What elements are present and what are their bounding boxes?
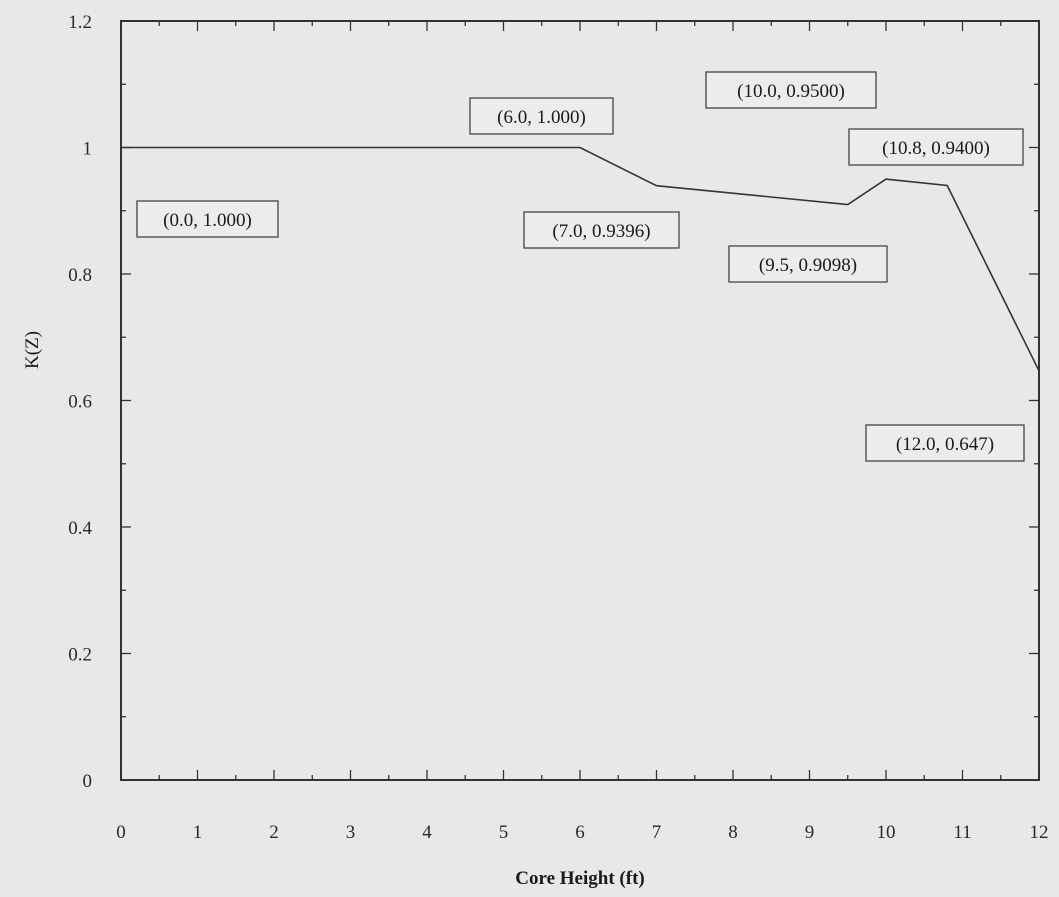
data-label-box xyxy=(705,71,877,109)
data-label: (10.8, 0.9400) xyxy=(848,128,1024,166)
series-line xyxy=(121,146,1040,372)
data-label: (0.0, 1.000) xyxy=(136,200,279,238)
x-tick-label: 3 xyxy=(346,822,356,843)
x-tick-label: 8 xyxy=(728,822,738,843)
data-label: (9.5, 0.9098) xyxy=(728,245,888,283)
y-tick-label: 1 xyxy=(83,139,93,160)
data-label: (10.0, 0.9500) xyxy=(705,71,877,109)
data-label-text: (6.0, 1.000) xyxy=(497,107,586,128)
x-tick-label: 11 xyxy=(953,822,971,843)
data-label-text: (12.0, 0.647) xyxy=(896,434,994,455)
data-label-box xyxy=(865,424,1025,462)
x-tick-label: 1 xyxy=(193,822,203,843)
data-label-box xyxy=(728,245,888,283)
y-axis-title: K(Z) xyxy=(22,331,43,369)
data-label: (7.0, 0.9396) xyxy=(523,211,680,249)
x-tick-label: 9 xyxy=(805,822,815,843)
data-label-box xyxy=(848,128,1024,166)
y-tick-label: 0.6 xyxy=(68,392,92,413)
data-label-box xyxy=(136,200,279,238)
data-label-text: (10.0, 0.9500) xyxy=(737,81,845,102)
data-label-text: (9.5, 0.9098) xyxy=(759,255,857,276)
x-tick-label: 10 xyxy=(877,822,896,843)
axis-ticks xyxy=(120,20,1040,781)
y-tick-label: 1.2 xyxy=(68,12,92,33)
annotations: (0.0, 1.000) (6.0, 1.000) (7.0, 0.9396) (9.… xyxy=(136,71,1025,462)
y-tick-label: 0 xyxy=(83,771,93,792)
data-label-box xyxy=(469,97,614,135)
data-label: (12.0, 0.647) xyxy=(865,424,1025,462)
y-tick-label: 0.4 xyxy=(68,518,92,539)
y-tick-label: 0.8 xyxy=(68,265,92,286)
x-tick-label: 2 xyxy=(269,822,279,843)
y-tick-label: 0.2 xyxy=(68,645,92,666)
x-tick-label: 5 xyxy=(499,822,509,843)
data-label-text: (7.0, 0.9396) xyxy=(552,221,650,242)
x-axis-title: Core Height (ft) xyxy=(515,868,644,889)
data-label-text: (10.8, 0.9400) xyxy=(882,138,990,159)
data-label: (6.0, 1.000) xyxy=(469,97,614,135)
x-tick-label: 7 xyxy=(652,822,662,843)
x-tick-label: 4 xyxy=(422,822,432,843)
x-tick-label: 6 xyxy=(575,822,585,843)
data-label-box xyxy=(523,211,680,249)
x-tick-label: 0 xyxy=(116,822,126,843)
x-tick-label: 12 xyxy=(1030,822,1049,843)
data-label-text: (0.0, 1.000) xyxy=(163,210,252,231)
